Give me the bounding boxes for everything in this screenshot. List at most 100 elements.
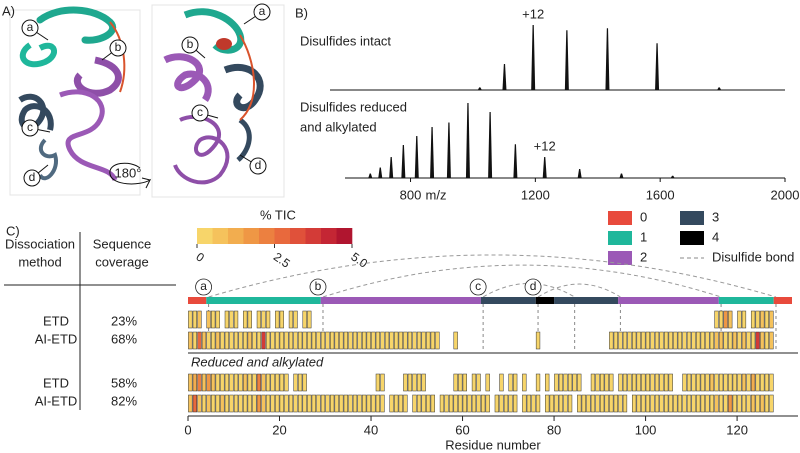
coverage-cell bbox=[723, 331, 728, 350]
coverage-cell bbox=[682, 373, 687, 392]
coverage-cell bbox=[339, 331, 344, 350]
coverage-cell bbox=[343, 394, 349, 413]
coverage-cell bbox=[613, 394, 618, 413]
coverage-cell bbox=[224, 373, 230, 392]
table-cell: AI-ETD bbox=[35, 331, 78, 346]
coverage-cell bbox=[714, 394, 719, 413]
colorbar-title: % TIC bbox=[260, 207, 296, 222]
legend-label: 1 bbox=[640, 229, 647, 244]
coverage-cell bbox=[650, 373, 655, 392]
bond-marker bbox=[469, 278, 487, 296]
coverage-cell bbox=[362, 394, 367, 413]
coverage-cell bbox=[265, 373, 271, 392]
coverage-cell bbox=[508, 373, 513, 392]
coverage-cell bbox=[522, 373, 527, 392]
coverage-cell bbox=[215, 310, 220, 329]
helix bbox=[163, 53, 212, 102]
sequence-region bbox=[480, 297, 536, 304]
coverage-cell bbox=[380, 394, 385, 413]
coverage-cell bbox=[398, 394, 403, 413]
coverage-cell bbox=[636, 373, 641, 392]
marker-circle bbox=[21, 19, 39, 37]
coverage-cell bbox=[769, 373, 774, 392]
legend-label: Disulfide bond bbox=[712, 249, 794, 264]
coverage-cell bbox=[288, 331, 294, 350]
marker-circle bbox=[253, 3, 271, 21]
marker-label: a bbox=[259, 4, 266, 18]
colorbar-tick-label: 0 bbox=[193, 250, 207, 265]
coverage-cell bbox=[275, 394, 280, 413]
coverage-cell bbox=[371, 331, 376, 350]
coverage-cell bbox=[609, 331, 614, 350]
coverage-cell bbox=[439, 394, 445, 413]
table-header: method bbox=[18, 254, 61, 269]
table-cell: 82% bbox=[111, 393, 137, 408]
coverage-cell bbox=[252, 331, 257, 350]
coverage-cell bbox=[750, 331, 756, 350]
colorbar-swatch bbox=[274, 228, 291, 244]
coverage-cell bbox=[668, 394, 673, 413]
coverage-cell bbox=[297, 373, 303, 392]
coverage-cell bbox=[622, 394, 628, 413]
peak bbox=[577, 169, 582, 178]
coverage-cell bbox=[307, 394, 312, 413]
section-label: Reduced and alkylated bbox=[191, 354, 324, 369]
coverage-cell bbox=[476, 373, 481, 392]
coverage-cell bbox=[659, 394, 664, 413]
coverage-cell bbox=[746, 394, 751, 413]
coverage-cell bbox=[270, 331, 275, 350]
coverage-cell bbox=[577, 394, 582, 413]
coverage-cell bbox=[641, 394, 646, 413]
marker-circle bbox=[249, 157, 267, 175]
colorbar-swatch bbox=[259, 228, 275, 244]
coverage-cell bbox=[485, 373, 490, 392]
bond-marker-label: d bbox=[530, 279, 537, 293]
coverage-cell bbox=[293, 373, 298, 392]
coverage-cell bbox=[352, 331, 358, 350]
structure-frame bbox=[151, 4, 285, 198]
table-cell: 23% bbox=[111, 313, 137, 328]
coverage-cell bbox=[307, 331, 312, 350]
rotation-arrow bbox=[109, 162, 152, 189]
coverage-cell bbox=[737, 394, 742, 413]
coverage-cell bbox=[261, 331, 266, 350]
coverage-cell bbox=[188, 331, 193, 350]
peak bbox=[531, 25, 536, 90]
coverage-cell bbox=[398, 331, 403, 350]
coverage-cell bbox=[750, 373, 756, 392]
coverage-cell bbox=[261, 394, 266, 413]
coverage-cell bbox=[389, 331, 394, 350]
coverage-cell bbox=[554, 373, 559, 392]
coverage-cell bbox=[325, 331, 330, 350]
bond-marker-label: c bbox=[475, 279, 481, 293]
coverage-cell bbox=[307, 310, 312, 329]
bond-marker bbox=[195, 278, 212, 296]
coverage-cell bbox=[732, 331, 737, 350]
legend-label: 3 bbox=[712, 209, 719, 224]
coverage-cell bbox=[407, 331, 413, 350]
coverage-cell bbox=[545, 394, 550, 413]
coverage-cell bbox=[691, 373, 696, 392]
coverage-cell bbox=[732, 394, 737, 413]
coverage-cell bbox=[677, 394, 683, 413]
coverage-cell bbox=[728, 310, 733, 329]
coverage-cell bbox=[270, 373, 275, 392]
coverage-cell bbox=[760, 331, 765, 350]
helix-end bbox=[216, 38, 232, 50]
coverage-cell bbox=[197, 331, 202, 350]
coverage-cell bbox=[577, 373, 582, 392]
coverage-cell bbox=[700, 373, 705, 392]
coverage-cell bbox=[192, 394, 198, 413]
x-tick-label: 120 bbox=[726, 422, 748, 437]
peak bbox=[502, 64, 507, 90]
coverage-cell bbox=[750, 310, 756, 329]
x-tick-label: 800 bbox=[400, 187, 422, 202]
coverage-cell bbox=[329, 394, 335, 413]
coverage-cell bbox=[668, 331, 673, 350]
coverage-cell bbox=[755, 331, 760, 350]
coverage-cell bbox=[448, 394, 454, 413]
sequence-region bbox=[206, 297, 321, 304]
coverage-cell bbox=[275, 373, 280, 392]
coverage-cell bbox=[609, 394, 614, 413]
